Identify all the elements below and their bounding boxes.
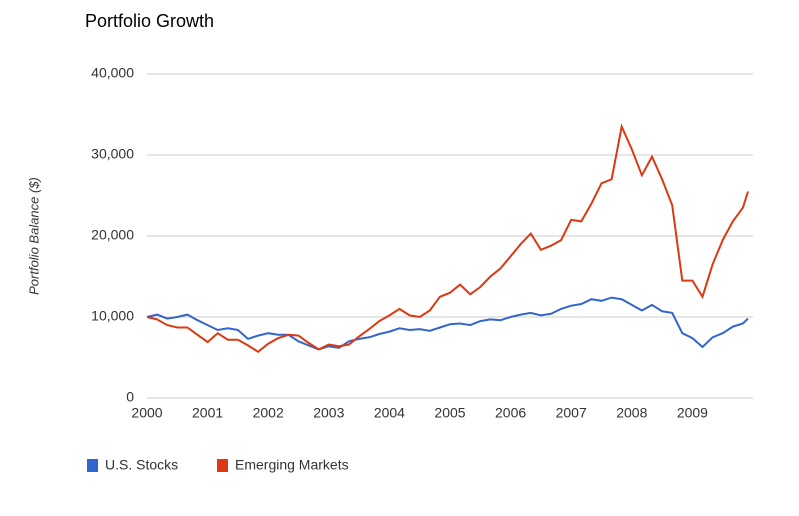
legend-swatch [87, 459, 98, 472]
legend-label: Emerging Markets [235, 457, 349, 473]
y-tick-label: 30,000 [91, 146, 134, 162]
x-tick-label: 2003 [313, 405, 344, 421]
line-series [146, 296, 749, 351]
x-tick-label: 2006 [495, 405, 526, 421]
x-tick-label: 2008 [616, 405, 647, 421]
y-tick-label: 40,000 [91, 65, 134, 81]
x-tick-label: 2005 [434, 405, 465, 421]
chart-title: Portfolio Growth [85, 11, 214, 31]
x-tick-label: 2007 [556, 405, 587, 421]
line-series [146, 123, 749, 354]
x-tick-label: 2004 [374, 405, 405, 421]
legend-swatch [217, 459, 228, 472]
x-tick-label: 2002 [253, 405, 284, 421]
x-tick-label: 2001 [192, 405, 223, 421]
x-tick-label: 2000 [131, 405, 162, 421]
legend-label: U.S. Stocks [105, 457, 178, 473]
y-tick-label: 20,000 [91, 227, 134, 243]
y-axis-label: Portfolio Balance ($) [26, 177, 41, 295]
x-tick-label: 2009 [677, 405, 708, 421]
y-tick-label: 0 [126, 389, 134, 405]
y-tick-label: 10,000 [91, 308, 134, 324]
